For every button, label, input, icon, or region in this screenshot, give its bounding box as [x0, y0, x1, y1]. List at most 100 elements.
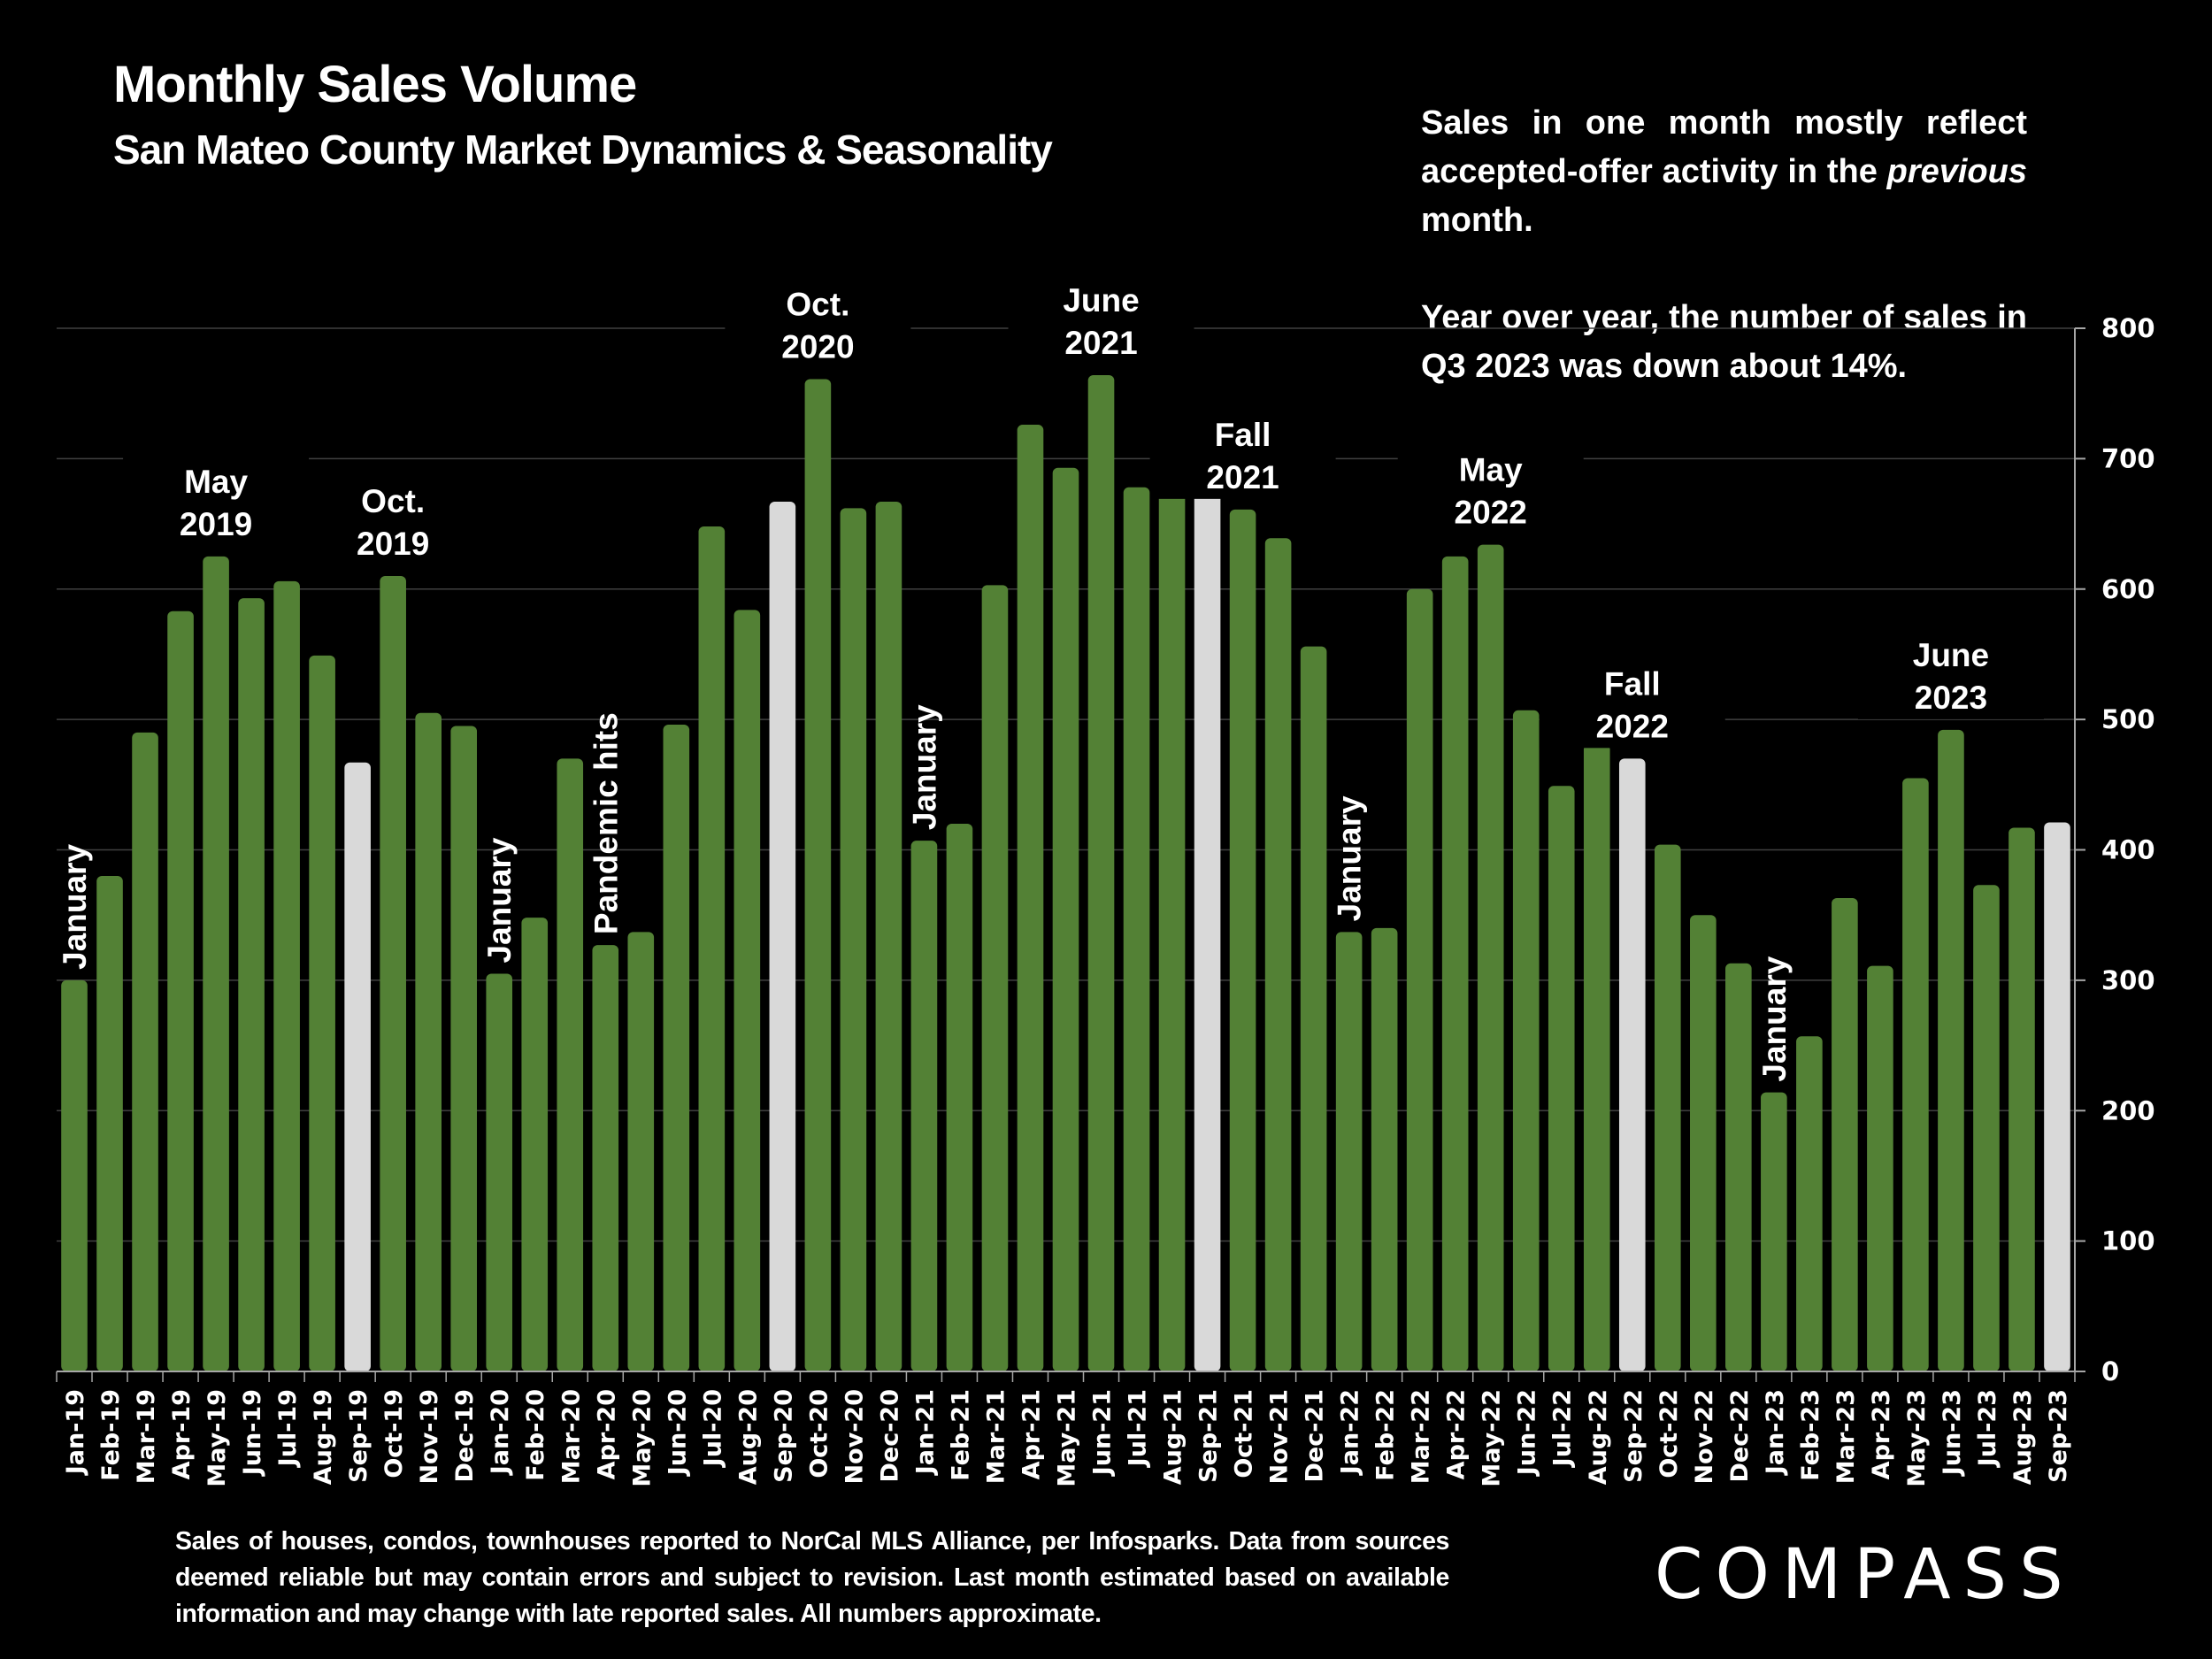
note-text: month.	[1421, 202, 1533, 239]
bar	[1017, 425, 1044, 1371]
y-tick-label: 400	[2101, 835, 2155, 865]
bar	[521, 918, 549, 1371]
bar	[273, 580, 300, 1371]
annotation-backdrop	[1539, 645, 1725, 749]
x-tick-label: Nov-21	[1266, 1389, 1294, 1485]
x-tick-label: May-19	[204, 1389, 231, 1487]
x-tick-label: Feb-19	[97, 1389, 125, 1481]
chart-title: Monthly Sales Volume	[113, 56, 637, 113]
bar	[1796, 1036, 1823, 1371]
bar	[1158, 491, 1186, 1371]
bar	[1725, 963, 1752, 1371]
x-tick-label: Jan-22	[1337, 1389, 1364, 1476]
bar	[1583, 744, 1610, 1371]
x-tick-label: Aug-19	[310, 1389, 337, 1485]
bar	[1973, 885, 2000, 1371]
bar	[1761, 1092, 1787, 1371]
bar	[1264, 538, 1292, 1371]
bar	[1832, 898, 1858, 1371]
source-footnote: Sales of houses, condos, townhouses repo…	[175, 1527, 1449, 1628]
bars	[61, 375, 2070, 1372]
bar	[1406, 588, 1433, 1371]
bar	[557, 758, 584, 1371]
x-tick-label: Apr-20	[593, 1389, 620, 1479]
x-tick-label: Apr-23	[1868, 1389, 1895, 1479]
bar	[875, 502, 902, 1371]
bar	[1938, 729, 1964, 1371]
x-tick-label: Jul-22	[1549, 1389, 1577, 1468]
annotation-backdrop	[123, 442, 310, 546]
x-tick-label: Jul-21	[1125, 1389, 1152, 1468]
bar	[627, 932, 655, 1371]
annotation-label: Fall	[1215, 417, 1271, 453]
bar	[804, 379, 832, 1371]
y-tick-label: 300	[2101, 965, 2155, 995]
bar	[1123, 487, 1150, 1371]
bar	[1371, 927, 1398, 1371]
bar	[1052, 467, 1079, 1371]
x-tick-label: Oct-19	[380, 1389, 408, 1479]
y-tick-label: 200	[2101, 1095, 2155, 1125]
bar	[1867, 965, 1893, 1371]
annotation-label: 2021	[1206, 459, 1279, 495]
annotation-backdrop	[725, 265, 911, 369]
bar	[946, 824, 973, 1371]
bar	[132, 732, 158, 1371]
annotation-label: 2023	[1915, 680, 1987, 716]
x-tick-label: Jun-19	[239, 1389, 266, 1477]
x-tick-label: Dec-21	[1302, 1389, 1329, 1483]
annotation-label: January	[906, 704, 942, 830]
annotation-label: 2019	[357, 526, 429, 562]
x-tick-label: Mar-22	[1408, 1389, 1435, 1484]
x-tick-label: Jun-22	[1514, 1389, 1541, 1477]
x-tick-label: Mar-19	[133, 1389, 160, 1484]
annotation-backdrop	[1857, 616, 2044, 719]
bar	[61, 979, 88, 1371]
x-tick-label: Sep-22	[1620, 1389, 1647, 1483]
x-tick-label: Jul-19	[274, 1389, 302, 1468]
annotation-label: January	[1332, 795, 1368, 921]
x-tick-label: Jun-20	[664, 1389, 691, 1477]
compass-logo: COMPASS	[1655, 1535, 2076, 1615]
x-tick-label: Oct-20	[805, 1389, 833, 1479]
annotation-label: Oct.	[361, 483, 425, 519]
annotation-label: 2022	[1455, 495, 1527, 531]
annotations: January May 2019 Oct. 2019 January Pandemic hi…	[57, 262, 2044, 1082]
annotation-label: June	[1913, 637, 1989, 673]
y-tick-label: 0	[2101, 1356, 2119, 1386]
bar-highlight	[2044, 822, 2070, 1371]
axes	[56, 327, 2085, 1382]
annotation-label: January	[1756, 956, 1793, 1081]
y-tick-label: 700	[2101, 443, 2155, 473]
x-tick-label: Jul-23	[1974, 1389, 2001, 1468]
bar	[981, 585, 1009, 1371]
annotation-backdrop	[1149, 396, 1336, 499]
bar	[450, 726, 478, 1371]
y-tick-labels: 0 100 200 300 400 500 600 700 800	[2101, 313, 2155, 1386]
y-tick-label: 600	[2101, 574, 2155, 604]
bar-chart: Jan-19 Feb-19 Mar-19 Apr-19 May-19 Jun-19 Jul-…	[56, 262, 2155, 1487]
x-tick-label: Oct-22	[1655, 1389, 1683, 1479]
x-tick-label: Jan-21	[911, 1389, 939, 1476]
annotation-label: January	[481, 837, 518, 963]
note-paragraph-2: Year over year, the number of sales in Q…	[1421, 299, 2027, 385]
bar	[486, 973, 513, 1371]
note-paragraph-1: Sales in one month mostly reflect accept…	[1421, 99, 2027, 245]
x-tick-label: Feb-20	[522, 1389, 549, 1481]
annotation-label: June	[1063, 282, 1139, 319]
bar	[592, 945, 619, 1371]
x-tick-label: Sep-20	[770, 1389, 797, 1483]
bar	[1902, 778, 1929, 1371]
bar	[1441, 556, 1469, 1371]
x-tick-label: Dec-20	[876, 1389, 903, 1483]
x-tick-label: Oct-21	[1231, 1389, 1258, 1479]
annotation-backdrop	[300, 463, 487, 566]
bar	[1335, 932, 1363, 1371]
bar	[698, 526, 726, 1371]
chart-subtitle: San Mateo County Market Dynamics & Seaso…	[113, 127, 1053, 173]
y-tick-label: 800	[2101, 313, 2155, 343]
annotation-label: 2021	[1064, 325, 1137, 361]
x-tick-label: May-22	[1479, 1389, 1506, 1487]
bar	[96, 875, 123, 1371]
x-tick-label: Sep-19	[345, 1389, 373, 1483]
